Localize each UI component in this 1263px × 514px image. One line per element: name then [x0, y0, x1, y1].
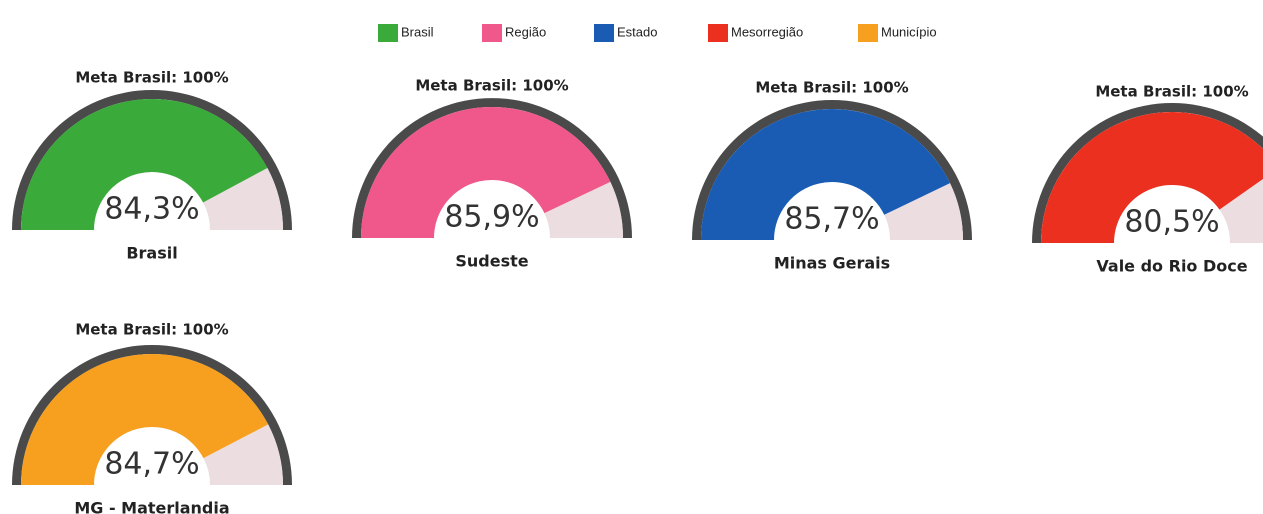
legend-label: Estado	[617, 24, 657, 39]
gauge-remainder	[884, 183, 963, 240]
value-label: 84,3%	[104, 192, 199, 227]
target-label: Meta Brasil: 100%	[755, 79, 908, 97]
gauge-remainder	[203, 167, 283, 230]
gauge-remainder	[544, 181, 624, 238]
target-label: Meta Brasil: 100%	[1095, 83, 1248, 101]
value-label: 85,7%	[784, 202, 879, 237]
gauge-name: Sudeste	[455, 252, 528, 271]
gauge-remainder	[1219, 179, 1263, 243]
value-label: 80,5%	[1124, 205, 1219, 240]
legend-label: Região	[505, 24, 546, 39]
legend-label: Mesorregião	[731, 24, 803, 39]
target-label: Meta Brasil: 100%	[415, 77, 568, 95]
gauge-name: Brasil	[126, 244, 177, 263]
gauge-name: Vale do Rio Doce	[1096, 257, 1247, 276]
legend-swatch	[594, 24, 614, 42]
legend-swatch	[482, 24, 502, 42]
legend-swatch	[858, 24, 878, 42]
gauge-value	[701, 109, 950, 241]
gauge-name: Minas Gerais	[774, 254, 890, 273]
gauge-remainder	[203, 424, 283, 485]
gauge-value	[1041, 112, 1263, 243]
value-label: 84,7%	[104, 447, 199, 482]
legend-label: Brasil	[401, 24, 434, 39]
gauge-value	[21, 353, 269, 485]
gauge-border	[1032, 103, 1263, 243]
legend-swatch	[708, 24, 728, 42]
legend-swatch	[378, 24, 398, 42]
target-label: Meta Brasil: 100%	[75, 321, 228, 339]
target-label: Meta Brasil: 100%	[75, 69, 228, 87]
gauge-name: MG - Materlandia	[74, 499, 229, 514]
legend-label: Município	[881, 24, 937, 39]
gauge-value	[361, 106, 611, 238]
gauge-value	[20, 98, 268, 230]
value-label: 85,9%	[444, 200, 539, 235]
